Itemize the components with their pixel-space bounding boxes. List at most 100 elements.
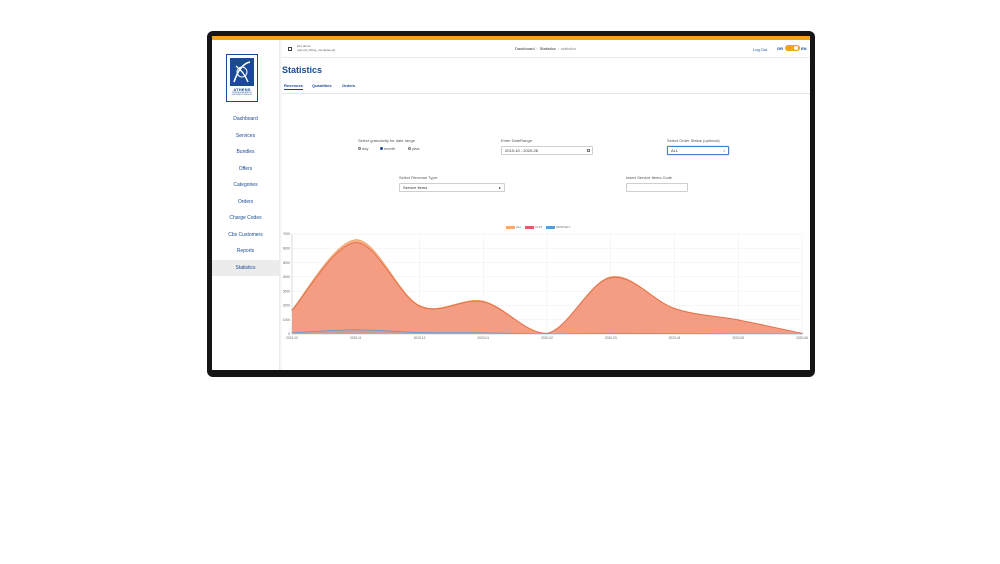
x-tick-label: 2019-11 — [350, 336, 362, 340]
radio-day-dot[interactable] — [358, 147, 361, 151]
legend-label-all: ALL — [516, 225, 522, 229]
y-tick-label: 0 — [288, 332, 290, 336]
lang-gr-label[interactable]: GR — [777, 46, 783, 51]
lang-en-label[interactable]: EN — [801, 46, 807, 51]
sidebar-item-categories[interactable]: Categories — [233, 182, 258, 188]
sidebar-item-offers[interactable]: Offers — [238, 165, 253, 172]
logo-mark-icon — [230, 58, 254, 86]
revenue-chart: 0 1000 2000 3000 4000 5000 6000 7000 2019-10 2019… — [283, 232, 808, 340]
sidebar-item-bundles[interactable]: Bundles — [236, 149, 255, 155]
top-accent-bar — [212, 36, 810, 40]
user-icon[interactable] — [288, 47, 292, 51]
sidebar: ATHENS INTERNATIONAL AIRPORT ELEFTHERIOS… — [212, 40, 279, 370]
breadcrumb-statistics[interactable]: Statistics — [539, 46, 556, 51]
chart-legend: ALL FLAT MONTHLY — [506, 225, 574, 229]
legend-label-monthly: MONTHLY — [556, 225, 571, 229]
x-tick-label: 2020-01 — [477, 336, 489, 340]
sidebar-item-reports[interactable]: Reports — [236, 248, 255, 254]
radio-day[interactable]: day — [358, 146, 368, 151]
tab-revenues[interactable]: Revenues — [284, 83, 303, 90]
sidebar-item-statistics[interactable]: Statistics — [212, 259, 279, 276]
sidebar-item-charge-codes[interactable]: Charge Codes — [229, 215, 262, 221]
date-range-input[interactable]: 2019-10 - 2020-06 — [501, 146, 593, 155]
legend-item-all[interactable]: ALL — [506, 225, 521, 229]
legend-item-flat[interactable]: FLAT — [525, 225, 542, 229]
x-tick-label: 2020-06 — [796, 336, 808, 340]
main-content: bird admin (daymd_billing_user@aia.gr) D… — [282, 40, 810, 370]
breadcrumb-current: statistics — [560, 46, 577, 51]
tab-orders[interactable]: Orders — [342, 83, 356, 88]
revenue-type-select[interactable]: Service Items ▸ — [399, 183, 505, 192]
sidebar-shadow — [279, 40, 282, 370]
x-tick-label: 2019-10 — [286, 336, 298, 340]
x-tick-label: 2020-03 — [605, 336, 617, 340]
sidebar-item-dashboard[interactable]: Dashboard — [233, 116, 258, 122]
breadcrumb-dashboard[interactable]: Dashboard — [515, 46, 535, 51]
series-monthly-point — [482, 332, 484, 334]
date-range-label: Enter DateRange: — [501, 138, 534, 143]
lang-switch-knob — [794, 46, 798, 50]
x-tick-label: 2020-04 — [669, 336, 681, 340]
radio-month-dot[interactable] — [380, 147, 383, 151]
tab-quantities[interactable]: Quantities — [312, 83, 332, 88]
x-tick-label: 2020-02 — [541, 336, 553, 340]
user-email: (daymd_billing_user@aia.gr) — [297, 48, 336, 52]
y-tick-label: 1000 — [283, 318, 290, 322]
legend-item-monthly[interactable]: MONTHLY — [546, 225, 571, 229]
series-flat-point — [355, 241, 357, 244]
series-flat-area — [292, 242, 802, 334]
order-status-select[interactable]: ALL ↕ — [667, 146, 729, 155]
series-monthly-point — [418, 331, 421, 334]
service-code-input[interactable] — [626, 183, 688, 192]
sidebar-item-services[interactable]: Services — [235, 132, 256, 139]
radio-day-label: day — [362, 146, 369, 151]
language-toggle[interactable]: GR EN — [777, 45, 809, 53]
radio-month[interactable]: month — [380, 146, 395, 151]
header-divider — [282, 57, 810, 58]
series-flat-point — [737, 319, 739, 321]
radio-year[interactable]: year — [408, 146, 420, 151]
chevron-down-icon: ↕ — [723, 148, 725, 153]
athens-airport-logo[interactable]: ATHENS INTERNATIONAL AIRPORT ELEFTHERIOS… — [226, 54, 258, 102]
calendar-icon[interactable] — [587, 149, 590, 152]
radio-year-dot[interactable] — [408, 147, 411, 151]
y-tick-label: 4000 — [283, 275, 290, 279]
legend-label-flat: FLAT — [535, 225, 543, 229]
series-monthly-point — [355, 329, 357, 331]
date-range-value: 2019-10 - 2020-06 — [505, 148, 538, 153]
series-all-area — [292, 239, 802, 334]
order-status-label: Select Order Status (optional) — [667, 138, 720, 143]
tabs-divider — [282, 93, 810, 94]
logo-text: ATHENS — [233, 87, 251, 92]
y-tick-label: 5000 — [283, 261, 290, 265]
sidebar-item-cbs-customers[interactable]: Cbs Customers — [228, 231, 263, 238]
legend-swatch-flat — [525, 225, 535, 229]
legend-swatch-all — [506, 225, 515, 229]
revenue-type-label: Select Revenue Type: — [399, 175, 439, 180]
series-flat-line — [291, 242, 803, 334]
page-title: Statistics — [282, 65, 323, 75]
series-flat-point — [482, 301, 484, 303]
series-flat-point — [610, 276, 612, 279]
radio-month-label: month — [384, 146, 396, 151]
breadcrumb: Dashboard / Statistics / statistics — [515, 46, 577, 51]
dropdown-arrow-icon: ▸ — [498, 185, 501, 190]
logout-link[interactable]: Log Out — [753, 47, 768, 52]
series-monthly-point — [610, 332, 612, 334]
granularity-label: Select granularity for date range — [358, 138, 415, 143]
y-tick-label: 6000 — [283, 246, 290, 250]
y-tick-label: 7000 — [283, 232, 290, 236]
legend-swatch-monthly — [546, 225, 556, 229]
series-all-point — [355, 239, 357, 241]
logo-subtitle: INTERNATIONAL AIRPORT ELEFTHERIOS VENIZE… — [231, 93, 253, 96]
sidebar-nav: Dashboard Services Bundles Offers Catego… — [212, 111, 279, 276]
x-tick-label: 2019-12 — [414, 336, 426, 340]
service-code-label: Insert Service Items Code — [626, 175, 673, 180]
order-status-value: ALL — [671, 148, 679, 153]
lang-switch[interactable] — [785, 45, 800, 51]
app-screen: ATHENS INTERNATIONAL AIRPORT ELEFTHERIOS… — [212, 36, 810, 370]
revenue-type-value: Service Items — [403, 185, 428, 190]
sidebar-item-orders[interactable]: Orders — [237, 198, 254, 205]
y-tick-label: 2000 — [283, 304, 290, 308]
y-tick-label: 3000 — [283, 289, 290, 293]
